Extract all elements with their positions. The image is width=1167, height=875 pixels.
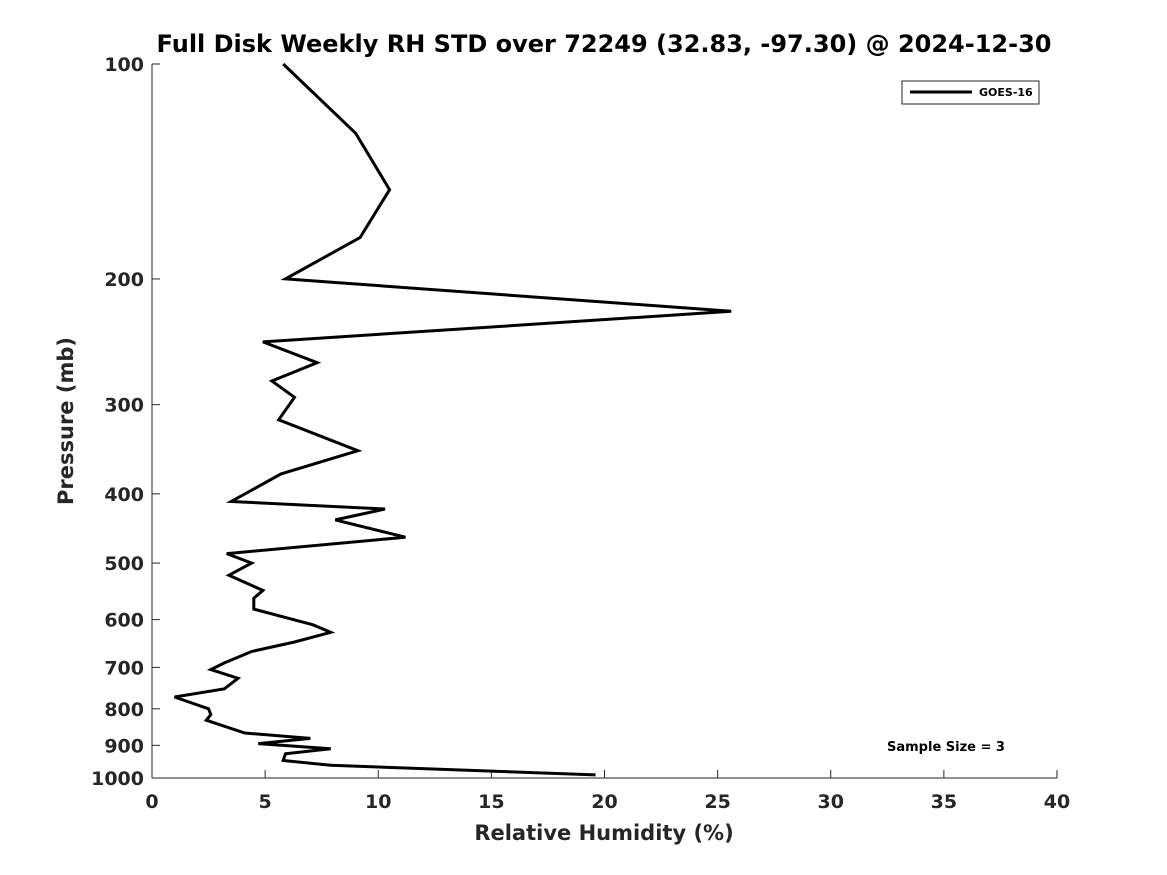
legend-label-goes-16: GOES-16 xyxy=(979,86,1033,99)
x-tick-label: 0 xyxy=(145,791,158,813)
y-ticks: 100 200 300 400 500 600 700 800 900 1000 xyxy=(91,54,160,790)
y-tick-label: 200 xyxy=(104,269,144,291)
y-tick-label: 400 xyxy=(104,484,144,506)
x-tick-label: 30 xyxy=(818,791,844,813)
y-tick-label: 300 xyxy=(104,395,144,417)
x-tick-label: 25 xyxy=(704,791,730,813)
y-tick-label: 800 xyxy=(104,699,144,721)
y-tick-label: 1000 xyxy=(91,768,144,790)
y-tick-label: 600 xyxy=(104,610,144,632)
x-ticks: 0 5 10 15 20 25 30 35 40 xyxy=(145,770,1070,813)
series-layer xyxy=(174,62,732,777)
sample-size-annotation: Sample Size = 3 xyxy=(887,740,1005,755)
x-axis-label: Relative Humidity (%) xyxy=(474,821,733,845)
y-tick-label: 700 xyxy=(104,657,144,679)
y-tick-label: 900 xyxy=(104,735,144,757)
x-tick-label: 5 xyxy=(259,791,272,813)
x-tick-label: 20 xyxy=(591,791,617,813)
y-axis-label: Pressure (mb) xyxy=(54,337,78,505)
x-tick-label: 15 xyxy=(478,791,504,813)
x-tick-label: 10 xyxy=(365,791,391,813)
legend: GOES-16 xyxy=(901,80,1040,105)
y-tick-label: 500 xyxy=(104,553,144,575)
x-tick-label: 40 xyxy=(1044,791,1070,813)
x-tick-label: 35 xyxy=(931,791,957,813)
series-line-goes-16 xyxy=(174,62,732,777)
y-tick-label: 100 xyxy=(104,54,144,76)
chart-title: Full Disk Weekly RH STD over 72249 (32.8… xyxy=(157,30,1052,58)
